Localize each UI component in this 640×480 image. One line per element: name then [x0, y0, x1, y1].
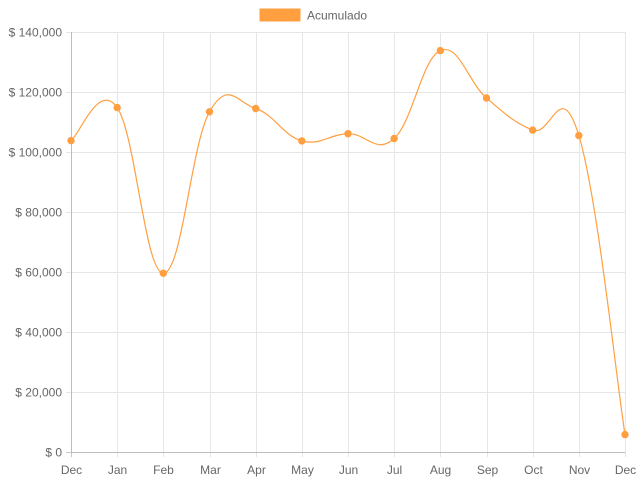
data-point[interactable]: [575, 131, 583, 140]
data-point[interactable]: [436, 46, 445, 55]
x-tick-label: Jul: [387, 463, 402, 477]
x-tick-label: Oct: [524, 463, 543, 477]
y-tick-label: $ 80,000: [15, 206, 62, 220]
y-tick-label: $ 60,000: [15, 266, 62, 280]
x-axis-ticks: Dec Jan Feb Mar Apr May Jun Jul Aug Sep Oct Nov Dec: [61, 463, 636, 477]
x-tick-label: May: [291, 463, 314, 477]
y-tick-label: $ 120,000: [9, 86, 63, 100]
legend-label-acumulado: Acumulado: [307, 9, 367, 23]
data-point[interactable]: [159, 269, 168, 277]
x-tick-label: Jan: [108, 463, 127, 477]
y-tick-label: $ 140,000: [9, 26, 63, 40]
data-point[interactable]: [113, 103, 121, 112]
data-point[interactable]: [205, 108, 214, 116]
data-point[interactable]: [344, 130, 352, 138]
x-tick-label: Feb: [153, 463, 174, 477]
data-point[interactable]: [390, 134, 398, 143]
y-axis-ticks: $ 0 $ 20,000 $ 40,000 $ 60,000 $ 80,000 $ 100…: [9, 26, 63, 460]
x-tick-label: Jun: [339, 463, 358, 477]
data-point[interactable]: [528, 126, 537, 134]
data-point[interactable]: [482, 94, 491, 102]
data-point[interactable]: [67, 136, 75, 145]
x-tick-label: Sep: [477, 463, 499, 477]
y-tick-label: $ 40,000: [15, 326, 62, 340]
legend[interactable]: Acumulado: [259, 8, 367, 23]
x-tick-label: Apr: [247, 463, 266, 477]
data-points: [67, 46, 629, 439]
data-point[interactable]: [251, 104, 260, 113]
x-tick-label: Dec: [615, 463, 636, 477]
legend-swatch: [259, 8, 301, 22]
x-tick-label: Aug: [430, 463, 451, 477]
x-tick-label: Nov: [569, 463, 590, 477]
data-point[interactable]: [621, 430, 629, 439]
x-tick-label: Dec: [61, 463, 82, 477]
grid-lines: [66, 32, 626, 457]
data-point[interactable]: [298, 137, 306, 145]
axes: [71, 32, 625, 453]
x-tick-label: Mar: [200, 463, 221, 477]
y-tick-label: $ 0: [45, 446, 62, 460]
y-tick-label: $ 100,000: [9, 146, 63, 160]
y-tick-label: $ 20,000: [15, 386, 62, 400]
